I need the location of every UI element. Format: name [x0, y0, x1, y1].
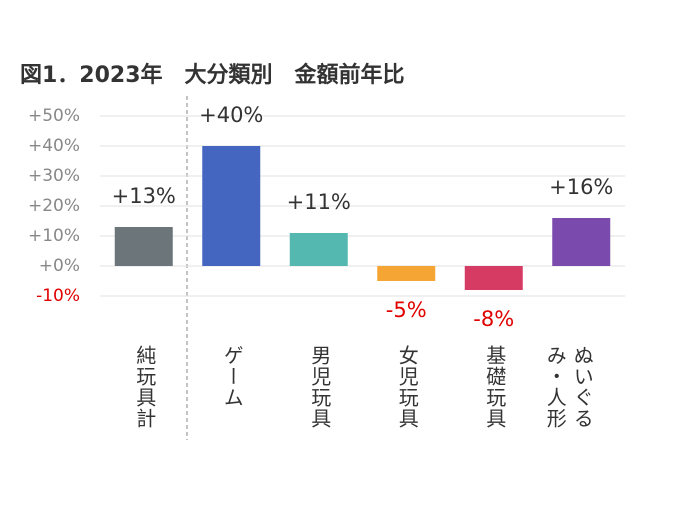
x-tick-label: ぬいぐるみ・人形 — [543, 345, 595, 429]
x-tick-label: 基礎玩具 — [482, 345, 507, 429]
x-tick-label: 女児玩具 — [395, 345, 420, 429]
y-tick-label: +0% — [39, 256, 80, 276]
x-tick-label: 純玩具計 — [132, 345, 157, 429]
y-tick-label: +10% — [28, 226, 80, 246]
value-label: +13% — [112, 184, 176, 208]
bar — [377, 266, 436, 281]
value-label: -8% — [473, 307, 514, 331]
bar — [552, 218, 611, 266]
x-tick-label: 男児玩具 — [307, 345, 332, 429]
bar — [289, 233, 348, 266]
y-tick-label: +30% — [28, 166, 80, 186]
value-label: -5% — [386, 298, 427, 322]
bar — [114, 227, 173, 266]
y-tick-label: +20% — [28, 196, 80, 216]
value-label: +11% — [287, 190, 351, 214]
x-tick-label: ゲーム — [220, 345, 245, 408]
bar — [464, 266, 523, 290]
y-tick-label: +50% — [28, 106, 80, 126]
value-label: +16% — [549, 175, 613, 199]
chart-title: 図1．2023年 大分類別 金額前年比 — [20, 62, 405, 88]
value-label: +40% — [199, 103, 263, 127]
y-tick-label: -10% — [36, 286, 80, 306]
y-tick-label: +40% — [28, 136, 80, 156]
bar — [202, 146, 261, 266]
